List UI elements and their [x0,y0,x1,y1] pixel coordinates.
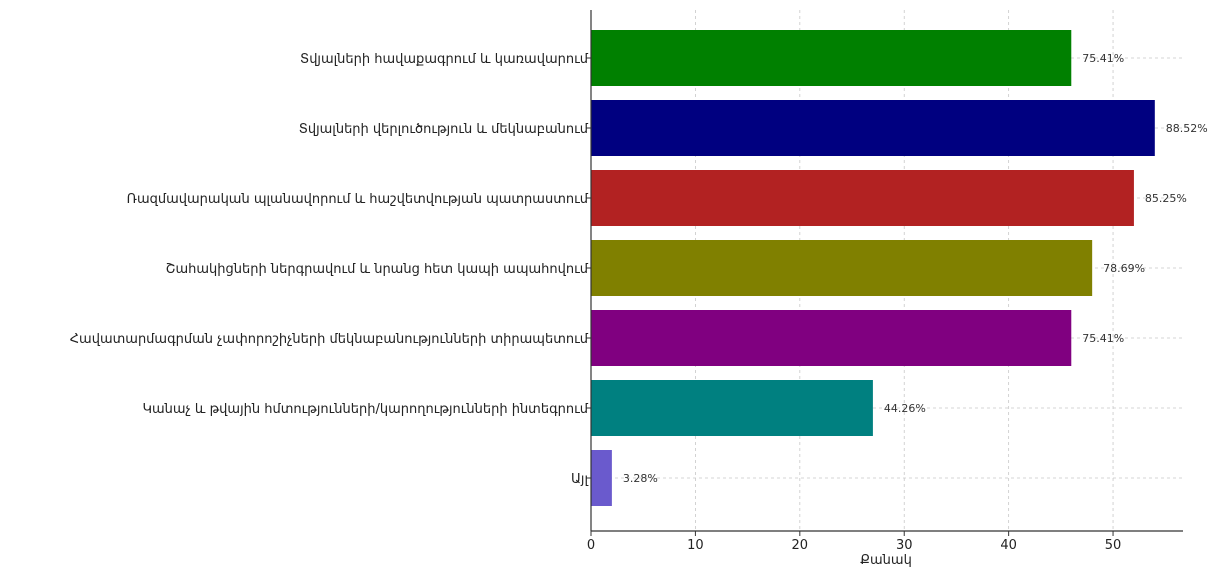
category-label: Այլ [571,472,588,487]
bar [591,380,873,436]
data-label: 78.69% [1103,262,1145,275]
labels: 0 10 20 30 40 50 Տվյալների հավաքագրում և կառավ… [70,52,1208,553]
data-label: 88.52% [1166,122,1208,135]
category-label: Հավատարմագրման չափորոշիչների մեկնաբանութ… [70,332,589,347]
data-label: 75.41% [1082,52,1124,65]
x-tick-label: 0 [587,538,595,553]
category-label: Ռազմավարական պլանավորում և հաշվետվության… [127,192,589,207]
x-tick-label: 30 [896,538,913,553]
category-label: Տվյալների հավաքագրում և կառավարում [300,52,589,67]
bar [591,310,1072,366]
x-tick-label: 10 [687,538,704,553]
data-label: 75.41% [1082,332,1124,345]
bar [591,170,1134,226]
category-label: Տվյալների վերլուծություն և մեկնաբանում [299,122,589,137]
x-tick-label: 50 [1105,538,1122,553]
bar [591,30,1072,86]
data-label: 44.26% [884,402,926,415]
bars [591,30,1155,506]
category-label: Կանաչ և թվային հմտությունների/կարողությո… [142,402,588,417]
bar [591,100,1155,156]
x-tick-label: 20 [792,538,809,553]
axes [586,10,1183,536]
bar [591,450,612,506]
data-label: 3.28% [623,472,658,485]
x-tick-label: 40 [1000,538,1017,553]
bar [591,240,1093,296]
category-label: Շահակիցների ներգրավում և նրանց հետ կապի … [166,262,589,277]
data-label: 85.25% [1145,192,1187,205]
x-axis-title: Քանակ [860,553,912,568]
